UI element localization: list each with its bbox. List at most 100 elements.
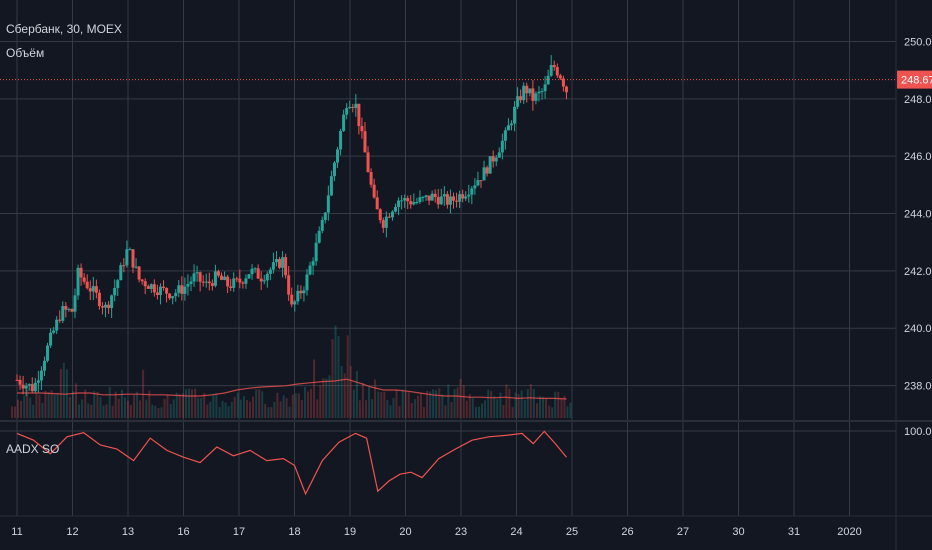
volume-bar [422,407,425,418]
candle-body [259,278,263,282]
candle-body [201,281,205,283]
candle-body [464,196,468,199]
x-tick-label: 16 [177,526,189,538]
volume-bar [444,405,447,418]
volume-bar [307,391,310,418]
candle-body [284,257,288,276]
volume-bar [194,388,197,418]
candle-body [253,268,257,270]
volume-bar [548,405,551,418]
volume-bar [477,406,480,418]
candle-body [268,269,272,274]
volume-bar [450,402,453,418]
volume-bar [276,392,279,418]
candle-body [73,295,77,312]
candle-body [494,157,498,162]
candle-body [183,286,187,294]
volume-bar [508,388,511,418]
candle-body [76,267,80,296]
volume-bar [416,395,419,418]
volume-bar [99,397,102,418]
candle-body [94,286,98,293]
candle-body [497,152,501,158]
volume-bar [313,359,316,418]
volume-bar [380,392,383,418]
volume-bar [471,398,474,418]
candle-body [152,284,156,293]
volume-bar [490,391,493,418]
candle-body [482,167,486,181]
candle-body [415,202,419,204]
x-tick-label: 23 [455,526,467,538]
candle-body [366,152,370,173]
volume-bar [511,407,514,418]
volume-bar [523,399,526,418]
volume-bar [44,390,47,418]
volume-bar [123,397,126,418]
volume-bar [496,399,499,418]
candle-body [100,306,104,308]
candle-body [296,290,300,302]
volume-bar [157,408,160,418]
x-tick-label: 26 [621,526,633,538]
x-tick-label: 12 [66,526,78,538]
x-tick-label: 13 [122,526,134,538]
candle-body [235,278,239,280]
volume-bar [569,402,572,418]
candle-body [177,285,181,293]
volume-bar [505,384,508,418]
volume-bar [56,392,59,418]
candle-body [229,286,233,288]
volume-bar [221,401,224,418]
volume-bar [23,395,26,418]
volume-bar [215,393,218,418]
candle-body [452,196,456,201]
volume-bar [343,373,346,418]
volume-bar [407,392,410,418]
candle-body [537,91,541,94]
volume-bar [413,399,416,418]
volume-bar [209,401,212,418]
volume-bar [32,404,35,418]
volume-bar [438,388,441,418]
volume-bar [108,387,111,418]
candle-body [171,296,175,299]
candle-body [107,304,111,309]
volume-bar [389,405,392,418]
volume-bar [154,405,157,418]
volume-bar [62,362,65,418]
volume-bar [441,394,444,418]
volume-bar [499,392,502,418]
candle-body [113,288,117,296]
volume-bar [361,382,364,418]
volume-bar [322,378,325,418]
candle-body [424,195,428,197]
candle-body [143,281,147,287]
candle-body [445,194,449,205]
candle-body [439,196,443,205]
candle-body [131,249,135,268]
candle-body [18,379,22,385]
candle-body [55,319,59,331]
candle-body [149,284,153,289]
candle-body [198,272,202,282]
candle-body [357,103,361,127]
candle-body [155,292,159,296]
candle-body [189,281,193,285]
candle-body [226,276,230,287]
candle-body [137,266,141,280]
volume-bar [554,391,557,418]
candle-body [378,209,382,221]
y-tick-label: 242.00 [904,266,932,278]
volume-bar [93,391,96,418]
last-price-tag [897,70,932,89]
candle-body [534,93,538,101]
volume-bar [178,393,181,418]
volume-bar [114,391,117,418]
candle-body [302,290,306,294]
volume-bar [181,393,184,418]
candle-body [308,265,312,275]
candle-body [467,194,471,197]
